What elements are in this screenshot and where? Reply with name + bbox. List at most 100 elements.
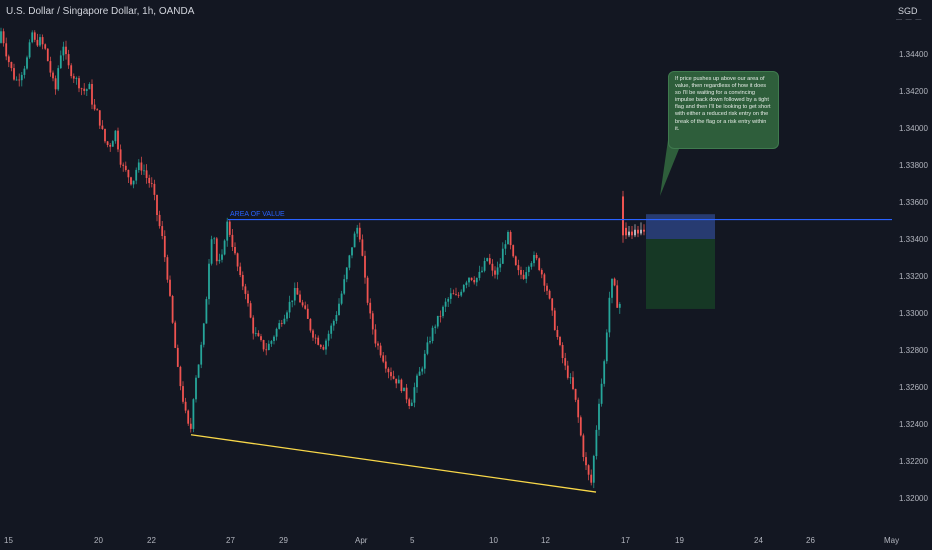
candle-body — [226, 221, 229, 241]
candle-body — [5, 43, 8, 57]
callout-note[interactable]: If price pushes up above our area of val… — [668, 71, 779, 149]
candle-body — [114, 130, 117, 142]
candle-body — [293, 288, 296, 301]
candle-body — [470, 277, 473, 280]
candle-body — [605, 332, 608, 362]
candle-body — [455, 294, 457, 295]
candle-body — [595, 429, 598, 456]
candle-body — [267, 343, 270, 350]
candle-body — [75, 78, 78, 79]
candle-body — [382, 355, 385, 362]
candle-body — [517, 265, 520, 271]
time-tick-label: 29 — [279, 536, 288, 545]
candle-body — [507, 232, 509, 245]
candle-body — [395, 378, 398, 384]
candle-body — [403, 387, 405, 392]
candle-body — [49, 61, 52, 73]
candle-body — [405, 387, 408, 400]
candle-body — [247, 293, 249, 304]
candle-body — [559, 337, 561, 345]
symbol-title[interactable]: U.S. Dollar / Singapore Dollar, 1h, OAND… — [6, 6, 195, 17]
candle-body — [325, 340, 327, 350]
candle-body — [46, 48, 49, 62]
candle-body — [169, 279, 171, 296]
candle-body — [377, 343, 379, 346]
candle-body — [330, 325, 333, 334]
price-tick-label: 1.33000 — [899, 309, 928, 318]
candle-body — [262, 340, 265, 350]
candle-body — [117, 130, 119, 150]
candle-body — [28, 42, 31, 58]
candle-body — [408, 399, 411, 406]
candle-body — [96, 109, 99, 111]
price-tick-label: 1.32600 — [899, 383, 928, 392]
candle-body — [309, 318, 312, 331]
candle-body — [640, 229, 642, 234]
candle-body — [306, 308, 309, 319]
candle-body — [171, 296, 174, 323]
candle-body — [351, 247, 353, 256]
candle-body — [54, 78, 57, 90]
candle-body — [491, 263, 494, 271]
candle-body — [215, 238, 218, 262]
recent-candles — [622, 190, 645, 243]
candle-body — [356, 227, 359, 234]
candle-body — [93, 104, 96, 110]
candle-body — [291, 300, 294, 302]
candle-body — [254, 333, 257, 334]
candle-body — [444, 301, 447, 307]
candle-body — [244, 286, 247, 294]
currency-label[interactable]: SGD — [898, 6, 918, 16]
candle-body — [439, 315, 442, 317]
time-tick-label: Apr — [355, 536, 368, 545]
candle-body — [15, 79, 18, 81]
candle-body — [335, 315, 338, 321]
price-tick-label: 1.33600 — [899, 198, 928, 207]
time-tick-label: 17 — [621, 536, 630, 545]
candle-body — [101, 125, 104, 129]
candle-body — [473, 280, 476, 283]
candle-body — [130, 177, 132, 185]
candle-body — [340, 293, 343, 304]
time-tick-label: 20 — [94, 536, 103, 545]
candle-body — [67, 54, 70, 66]
candle-body — [392, 376, 395, 379]
candlestick-series — [0, 27, 621, 489]
risk-zone[interactable] — [646, 214, 715, 239]
candle-body — [590, 474, 593, 483]
candle-body — [634, 229, 636, 236]
candle-body — [174, 322, 177, 348]
candle-body — [85, 89, 88, 91]
price-tick-label: 1.32000 — [899, 494, 928, 503]
candle-body — [176, 347, 179, 367]
candle-body — [41, 37, 44, 45]
candle-body — [538, 258, 541, 270]
candle-body — [592, 456, 595, 483]
candle-body — [197, 364, 200, 378]
candle-body — [106, 141, 109, 145]
candle-body — [104, 128, 106, 142]
candle-body — [111, 141, 114, 147]
candle-body — [369, 302, 372, 314]
candle-body — [622, 196, 624, 236]
currency-sub-label: — — — — [896, 17, 923, 23]
candle-body — [59, 55, 62, 69]
candle-body — [468, 277, 470, 283]
price-tick-label: 1.34400 — [899, 50, 928, 59]
price-axis[interactable]: 1.34400 1.34200 1.34000 1.33800 1.33600 1.334… — [899, 50, 928, 503]
candle-body — [109, 144, 112, 147]
support-trend-line[interactable] — [190, 434, 597, 493]
candle-body — [572, 377, 574, 389]
target-zone[interactable] — [646, 239, 715, 309]
candle-body — [361, 239, 364, 256]
candle-body — [57, 68, 60, 90]
candle-body — [312, 330, 314, 338]
candle-body — [345, 267, 348, 280]
candle-body — [10, 62, 13, 69]
time-tick-label: 24 — [754, 536, 763, 545]
time-axis[interactable]: 15 20 22 27 29 Apr 5 10 12 17 19 24 26 May — [4, 536, 899, 545]
candle-body — [257, 333, 260, 337]
candle-body — [213, 238, 216, 240]
callout-pointer — [660, 140, 679, 196]
